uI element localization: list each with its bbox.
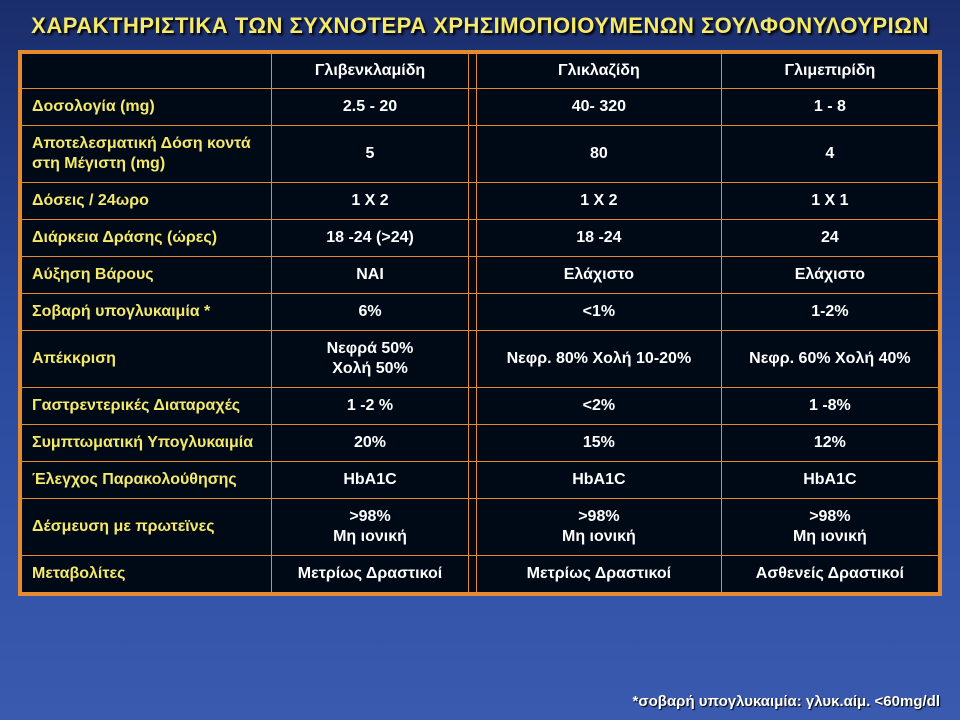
row-label: Μεταβολίτες	[22, 555, 272, 592]
cell-c2: 1 Χ 2	[477, 182, 722, 219]
table-row: Έλεγχος ΠαρακολούθησηςHbA1CHbA1CHbA1C	[22, 461, 939, 498]
table-row: Συμπτωματική Υπογλυκαιμία20%15%12%	[22, 424, 939, 461]
cell-c1: 2.5 - 20	[272, 88, 469, 125]
cell-c1: 6%	[272, 293, 469, 330]
cell-c1: 5	[272, 125, 469, 182]
table-row: Γαστρεντερικές Διαταραχές1 -2 %<2%1 -8%	[22, 387, 939, 424]
cell-c3: 1-2%	[721, 293, 938, 330]
cell-c2: <1%	[477, 293, 722, 330]
table-row: Σοβαρή υπογλυκαιμία *6%<1%1-2%	[22, 293, 939, 330]
cell-c1: >98%Μη ιονική	[272, 498, 469, 555]
table-row: Δέσμευση με πρωτεϊνες>98%Μη ιονική>98%Μη…	[22, 498, 939, 555]
cell-c3: HbA1C	[721, 461, 938, 498]
row-spacer	[469, 125, 477, 182]
cell-c2: <2%	[477, 387, 722, 424]
table-row: Δοσολογία (mg)2.5 - 2040- 3201 - 8	[22, 88, 939, 125]
cell-c3: 1 -8%	[721, 387, 938, 424]
row-label: Γαστρεντερικές Διαταραχές	[22, 387, 272, 424]
cell-c1: Μετρίως Δραστικοί	[272, 555, 469, 592]
cell-c1: ΝΑΙ	[272, 256, 469, 293]
cell-c1: HbA1C	[272, 461, 469, 498]
row-spacer	[469, 182, 477, 219]
cell-c2: 40- 320	[477, 88, 722, 125]
row-spacer	[469, 424, 477, 461]
table-row: Δόσεις / 24ωρο1 Χ 21 Χ 21 Χ 1	[22, 182, 939, 219]
table-row: Διάρκεια Δράσης (ώρες)18 -24 (>24)18 -24…	[22, 219, 939, 256]
table-body: Δοσολογία (mg)2.5 - 2040- 3201 - 8Αποτελ…	[22, 88, 939, 592]
header-col2: Γλικλαζίδη	[477, 53, 722, 88]
row-spacer	[469, 219, 477, 256]
row-label: Διάρκεια Δράσης (ώρες)	[22, 219, 272, 256]
cell-c3: Ελάχιστο	[721, 256, 938, 293]
cell-c2: HbA1C	[477, 461, 722, 498]
row-label: Σοβαρή υπογλυκαιμία *	[22, 293, 272, 330]
row-label: Αύξηση Βάρους	[22, 256, 272, 293]
cell-c3: Νεφρ. 60% Χολή 40%	[721, 330, 938, 387]
row-spacer	[469, 330, 477, 387]
row-label: Δοσολογία (mg)	[22, 88, 272, 125]
cell-c1: 20%	[272, 424, 469, 461]
row-spacer	[469, 256, 477, 293]
cell-c1: 1 Χ 2	[272, 182, 469, 219]
cell-c2: 80	[477, 125, 722, 182]
cell-c2: Νεφρ. 80% Χολή 10-20%	[477, 330, 722, 387]
slide-title: ΧΑΡΑΚΤΗΡΙΣΤΙΚΑ ΤΩΝ ΣΥΧΝΟΤΕΡΑ ΧΡΗΣΙΜΟΠΟΙΟ…	[0, 0, 960, 50]
characteristics-table: Γλιβενκλαμίδη Γλικλαζίδη Γλιμεπιρίδη Δοσ…	[21, 53, 939, 593]
table-row: ΑπέκκρισηΝεφρά 50%Χολή 50%Νεφρ. 80% Χολή…	[22, 330, 939, 387]
row-label: Απέκκριση	[22, 330, 272, 387]
cell-c3: 12%	[721, 424, 938, 461]
cell-c3: 4	[721, 125, 938, 182]
cell-c3: Ασθενείς Δραστικοί	[721, 555, 938, 592]
cell-c1: 1 -2 %	[272, 387, 469, 424]
cell-c2: Μετρίως Δραστικοί	[477, 555, 722, 592]
table-container: Γλιβενκλαμίδη Γλικλαζίδη Γλιμεπιρίδη Δοσ…	[18, 50, 942, 596]
row-label: Δέσμευση με πρωτεϊνες	[22, 498, 272, 555]
cell-c3: 1 - 8	[721, 88, 938, 125]
cell-c2: 18 -24	[477, 219, 722, 256]
row-label: Συμπτωματική Υπογλυκαιμία	[22, 424, 272, 461]
row-label: Αποτελεσματική Δόση κοντά στη Μέγιστη (m…	[22, 125, 272, 182]
row-label: Δόσεις / 24ωρο	[22, 182, 272, 219]
cell-c3: >98%Μη ιονική	[721, 498, 938, 555]
cell-c3: 1 Χ 1	[721, 182, 938, 219]
header-spacer	[469, 53, 477, 88]
table-row: Αύξηση ΒάρουςΝΑΙΕλάχιστοΕλάχιστο	[22, 256, 939, 293]
cell-c2: 15%	[477, 424, 722, 461]
cell-c1: 18 -24 (>24)	[272, 219, 469, 256]
row-spacer	[469, 88, 477, 125]
row-label: Έλεγχος Παρακολούθησης	[22, 461, 272, 498]
row-spacer	[469, 387, 477, 424]
table-header-row: Γλιβενκλαμίδη Γλικλαζίδη Γλιμεπιρίδη	[22, 53, 939, 88]
header-col1: Γλιβενκλαμίδη	[272, 53, 469, 88]
header-empty	[22, 53, 272, 88]
cell-c2: >98%Μη ιονική	[477, 498, 722, 555]
row-spacer	[469, 555, 477, 592]
header-col3: Γλιμεπιρίδη	[721, 53, 938, 88]
cell-c1: Νεφρά 50%Χολή 50%	[272, 330, 469, 387]
row-spacer	[469, 293, 477, 330]
table-row: Αποτελεσματική Δόση κοντά στη Μέγιστη (m…	[22, 125, 939, 182]
row-spacer	[469, 461, 477, 498]
row-spacer	[469, 498, 477, 555]
cell-c2: Ελάχιστο	[477, 256, 722, 293]
table-row: ΜεταβολίτεςΜετρίως ΔραστικοίΜετρίως Δρασ…	[22, 555, 939, 592]
footnote-text: *σοβαρή υπογλυκαιμία: γλυκ.αίμ. <60mg/dl	[633, 693, 940, 710]
cell-c3: 24	[721, 219, 938, 256]
